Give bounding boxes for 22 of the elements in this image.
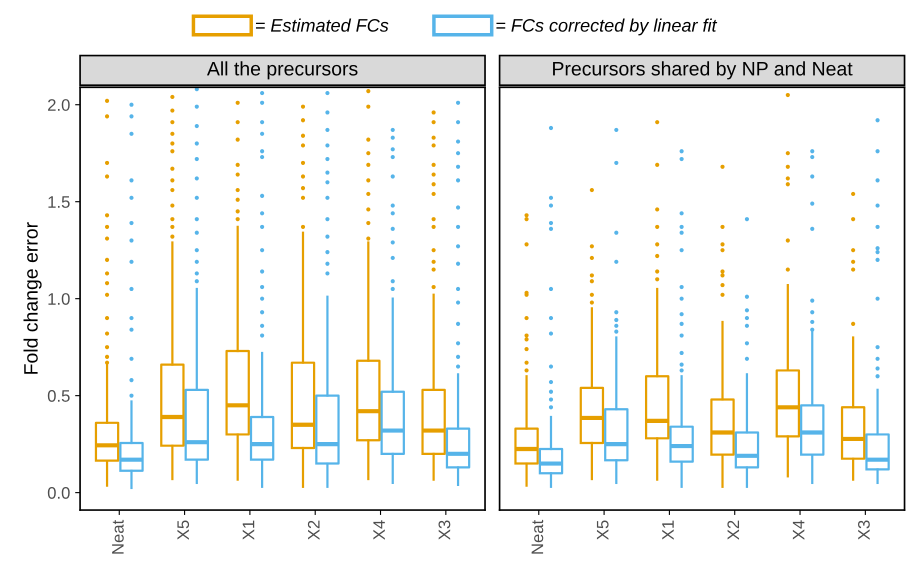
x-tick-label: X4 xyxy=(792,520,804,540)
x-tick-label: X2 xyxy=(308,520,320,540)
x-tick-label: X3 xyxy=(438,520,450,540)
y-tick-label: 1.0 xyxy=(48,293,70,305)
legend-label: = Estimated FCs xyxy=(256,18,388,32)
legend-label: = FCs corrected by linear fit xyxy=(496,18,718,36)
x-tick-label: Neat xyxy=(532,520,544,554)
x-tick-label: X3 xyxy=(858,520,870,540)
y-tick-label: 1.5 xyxy=(48,196,70,208)
x-tick-label: X2 xyxy=(727,520,740,540)
chart-title: All the precursors xyxy=(206,61,358,80)
x-tick-label: X1 xyxy=(242,520,254,540)
y-tick-label: 0.5 xyxy=(48,390,70,402)
x-tick-label: X1 xyxy=(662,520,674,540)
chart-title: Precursors shared by NP and Neat xyxy=(553,61,853,80)
x-tick-label: X4 xyxy=(373,520,385,540)
y-tick-label: 2.0 xyxy=(48,99,70,111)
x-tick-label: X5 xyxy=(177,520,190,540)
y-tick-label: 0.0 xyxy=(48,487,70,499)
y-axis-title: Fold change error xyxy=(24,222,42,374)
x-tick-label: X5 xyxy=(596,520,609,540)
x-tick-label: Neat xyxy=(112,520,124,554)
